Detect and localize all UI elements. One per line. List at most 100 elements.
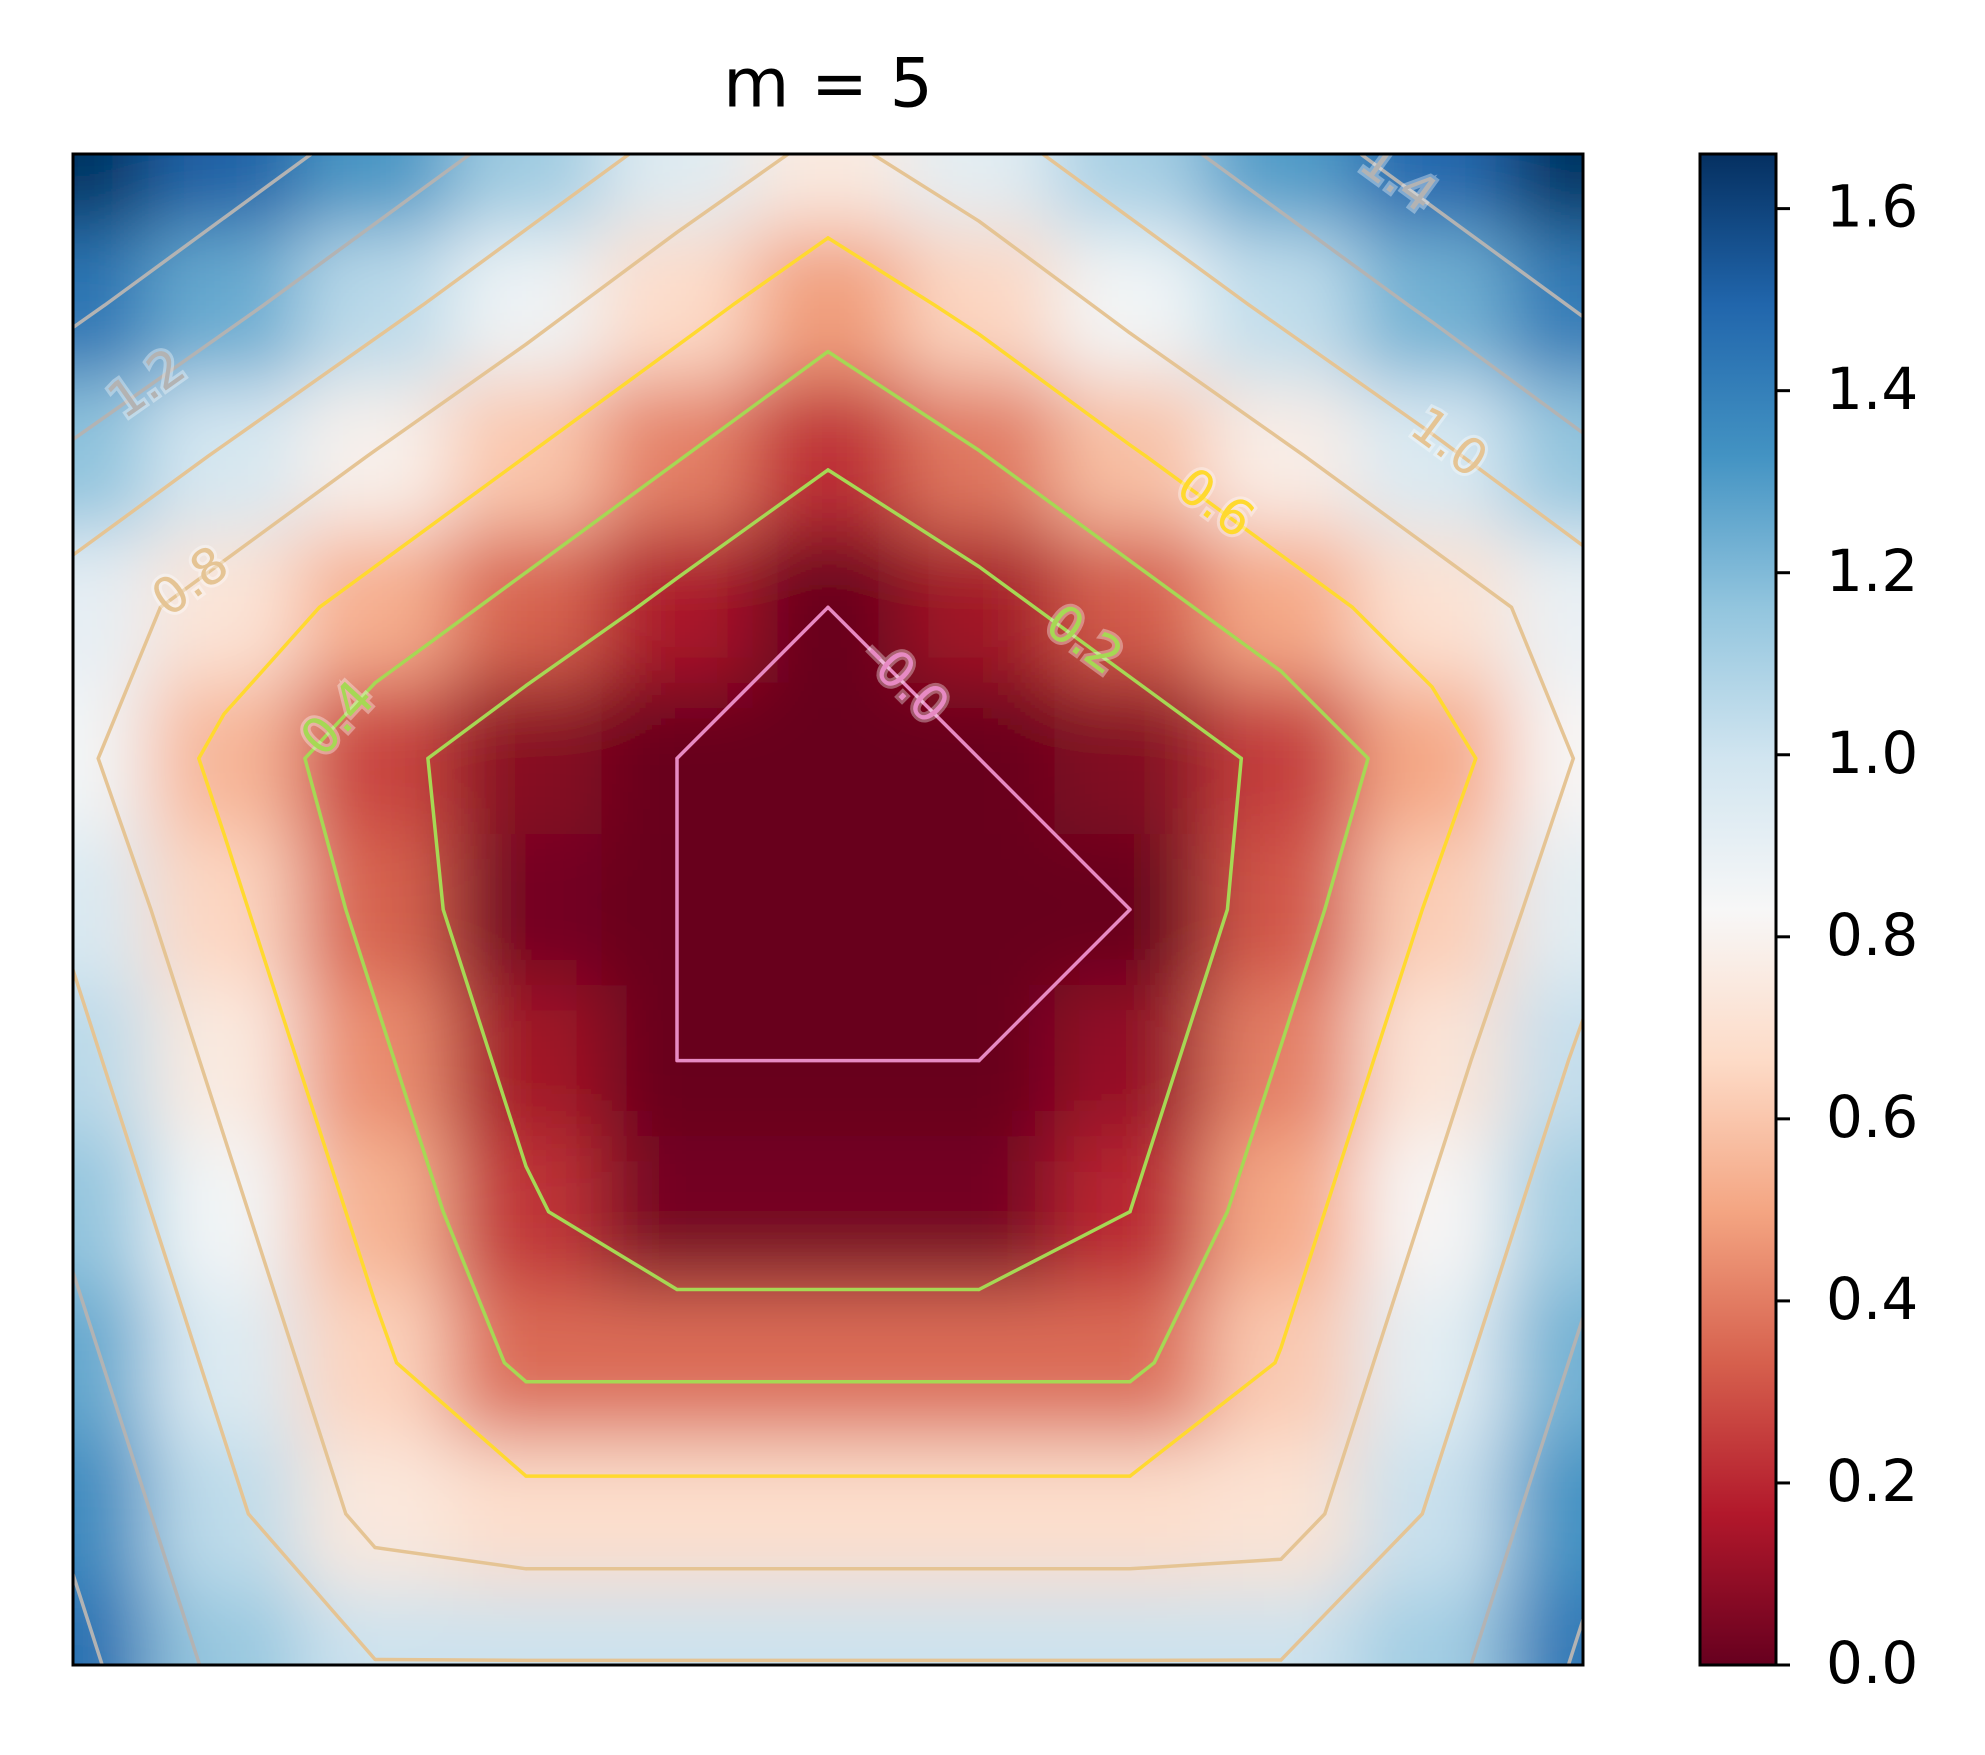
heat-cell	[752, 1136, 905, 1289]
heat-cell	[1205, 154, 1358, 231]
colorbar-tick-label: 0.8	[1826, 901, 1918, 969]
heat-cell	[752, 1589, 905, 1665]
heat-cell	[903, 380, 1056, 533]
heat-cell	[903, 1287, 1056, 1440]
heatmap	[73, 154, 1583, 1665]
heat-cell	[1205, 985, 1358, 1138]
contour-line	[197, 236, 1478, 1478]
heat-cell	[752, 682, 905, 835]
contour-line	[73, 154, 1583, 1665]
colorbar-tick-label: 0.2	[1826, 1447, 1918, 1515]
heat-cell	[299, 833, 452, 987]
heat-cell	[299, 682, 452, 835]
colorbar-tick-label: 1.6	[1826, 173, 1918, 241]
heat-cell	[1205, 1287, 1358, 1440]
heat-cell	[1054, 985, 1207, 1138]
colorbar-tick-label: 0.0	[1826, 1629, 1918, 1697]
heat-cell	[1054, 1287, 1207, 1440]
heat-cell	[1356, 682, 1509, 835]
heat-cell	[1054, 154, 1207, 231]
heat-cell	[903, 154, 1056, 231]
heat-cell	[601, 1287, 754, 1440]
heat-cell	[299, 985, 452, 1138]
heat-cell	[73, 1589, 150, 1665]
heat-cell	[1356, 1438, 1509, 1591]
heat-cell	[73, 682, 150, 835]
heat-cell	[299, 229, 452, 382]
colorbar-tick-label: 1.2	[1826, 537, 1918, 605]
heat-cell	[1507, 985, 1583, 1138]
heat-cell	[299, 1287, 452, 1440]
heat-cell	[903, 229, 1056, 382]
colorbar	[1698, 152, 1778, 1667]
colorbar-axis: 0.0 0.2 0.4 0.6 0.8 1.0 1.2 1.4 1.6	[1776, 173, 1918, 1697]
contour-line	[675, 605, 1132, 1063]
contour-line	[73, 154, 1583, 1663]
heat-cell	[1205, 1438, 1358, 1591]
heat-cell	[752, 154, 905, 231]
contour-line	[73, 154, 1583, 1665]
heat-cell	[299, 380, 452, 533]
heat-cell	[73, 1287, 150, 1440]
heatmap-cells	[73, 154, 1583, 1665]
heat-cell	[1205, 682, 1358, 835]
heat-cell	[1356, 1589, 1509, 1665]
heat-cell	[903, 1136, 1056, 1289]
heat-cell	[1205, 1136, 1358, 1289]
heat-cell	[1356, 1136, 1509, 1289]
heat-cell	[752, 833, 905, 987]
heat-cell	[1356, 985, 1509, 1138]
heat-cell	[148, 985, 301, 1138]
heat-cell	[601, 154, 754, 231]
colorbar-tick-label: 1.0	[1826, 719, 1918, 787]
heat-cell	[450, 682, 603, 835]
heat-cell	[903, 531, 1056, 684]
heat-cell	[450, 1438, 603, 1591]
heat-cell	[601, 531, 754, 684]
heat-cell	[148, 1136, 301, 1289]
heat-cell	[450, 154, 603, 231]
heat-cell	[148, 1589, 301, 1665]
heat-cell	[148, 833, 301, 987]
heat-cell	[299, 531, 452, 684]
heat-cell	[1054, 682, 1207, 835]
heat-cell	[752, 229, 905, 382]
heat-cell	[903, 1589, 1056, 1665]
heat-cell	[1054, 380, 1207, 533]
heat-cell	[1507, 833, 1583, 987]
colorbar-tick-label: 0.4	[1826, 1265, 1918, 1333]
heat-cell	[1054, 1589, 1207, 1665]
heat-cell	[1507, 1589, 1583, 1665]
heat-cell	[1507, 1287, 1583, 1440]
heat-cell	[148, 1438, 301, 1591]
heat-cell	[1356, 531, 1509, 684]
chart-title: m = 5	[723, 45, 933, 124]
heat-cell	[1054, 229, 1207, 382]
heat-cell	[148, 682, 301, 835]
colorbar-tick-label: 0.6	[1826, 1083, 1918, 1151]
heat-cell	[1356, 833, 1509, 987]
heat-cell	[1054, 531, 1207, 684]
heat-cell	[1507, 154, 1583, 231]
heat-cell	[1205, 1589, 1358, 1665]
heat-cell	[148, 1287, 301, 1440]
heat-cell	[1356, 380, 1509, 533]
heat-cell	[299, 1589, 452, 1665]
heat-cell	[450, 531, 603, 684]
contour-line	[426, 468, 1244, 1292]
heat-cell	[73, 985, 150, 1138]
heat-cell	[601, 380, 754, 533]
heat-cell	[299, 1136, 452, 1289]
colorbar-tick-label: 1.4	[1826, 355, 1918, 423]
heat-cell	[450, 1136, 603, 1289]
heat-cell	[1507, 682, 1583, 835]
contour-line	[96, 154, 1576, 1571]
heat-cell	[148, 154, 301, 231]
heat-cell	[1356, 1287, 1509, 1440]
heat-cell	[752, 1438, 905, 1591]
heat-cell	[450, 1589, 603, 1665]
heat-cell	[903, 833, 1056, 987]
heat-cell	[73, 154, 150, 231]
